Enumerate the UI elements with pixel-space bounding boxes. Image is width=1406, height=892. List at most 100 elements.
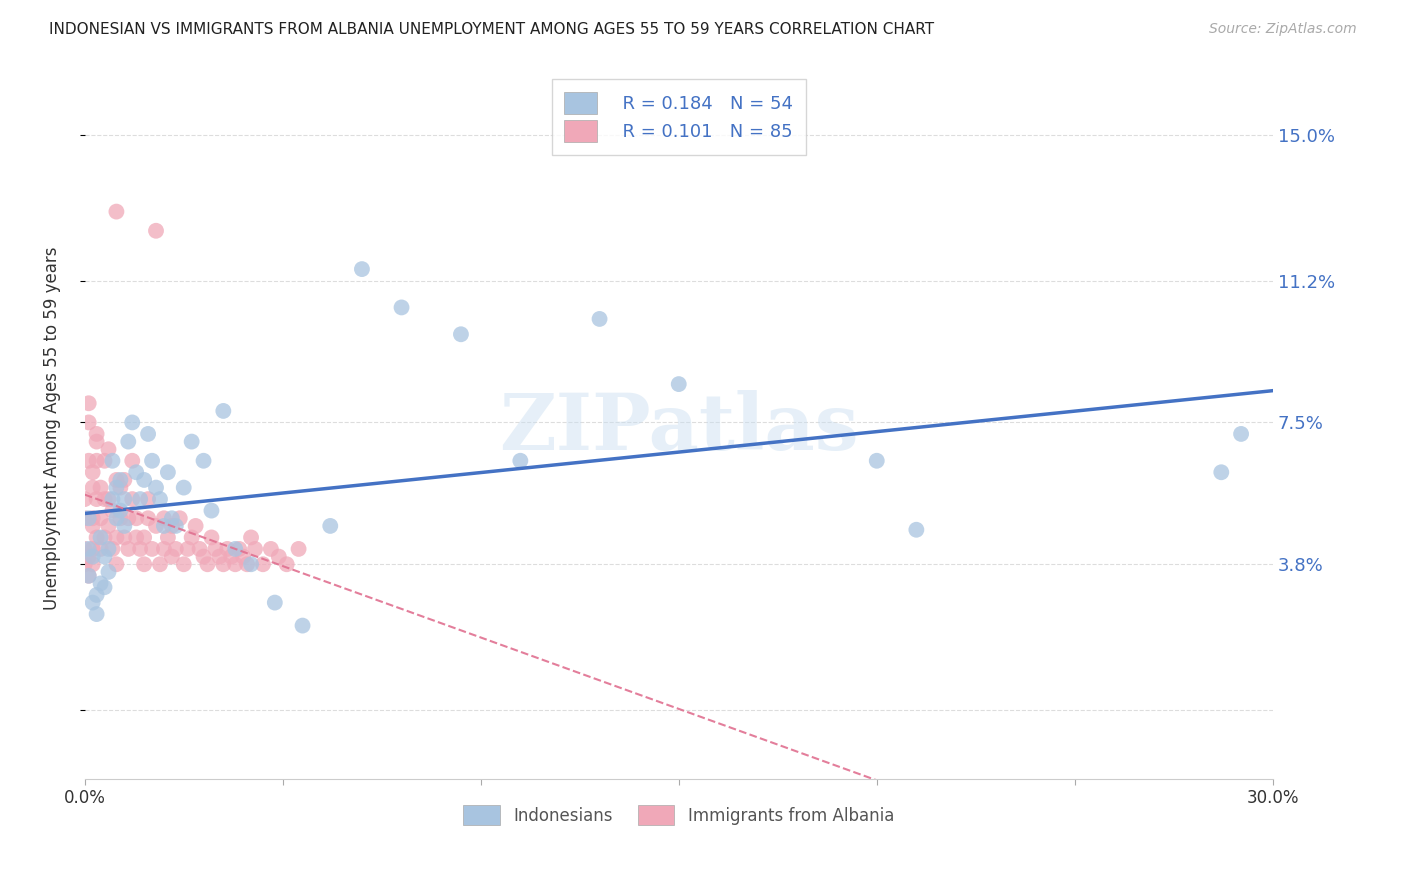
Point [267,549,290,564]
Point [73,492,96,507]
Legend: Indonesians, Immigrants from Albania: Indonesians, Immigrants from Albania [456,797,903,834]
Point [252,558,274,572]
Point [77,396,100,410]
Point [97,565,120,579]
Point [197,558,219,572]
Point [287,541,309,556]
Point [90,541,112,556]
Point [125,465,148,479]
Point [153,511,176,525]
Point [86,454,108,468]
Point [112,473,135,487]
Point [125,511,148,525]
Point [134,473,156,487]
Point [509,454,531,468]
Point [180,530,202,544]
Point [129,492,152,507]
Point [173,558,195,572]
Point [212,404,235,418]
Point [145,519,167,533]
Point [243,541,266,556]
Point [93,549,115,564]
Point [110,503,132,517]
Point [93,530,115,544]
Text: INDONESIAN VS IMMIGRANTS FROM ALBANIA UNEMPLOYMENT AMONG AGES 55 TO 59 YEARS COR: INDONESIAN VS IMMIGRANTS FROM ALBANIA UN… [49,22,935,37]
Point [90,511,112,525]
Point [82,558,104,572]
Point [117,541,139,556]
Point [260,541,283,556]
Point [112,530,135,544]
Point [350,262,373,277]
Point [165,519,187,533]
Point [208,549,231,564]
Point [73,558,96,572]
Point [219,549,242,564]
Point [93,492,115,507]
Point [77,549,100,564]
Point [173,481,195,495]
Point [588,312,610,326]
Point [97,519,120,533]
Point [117,511,139,525]
Point [668,377,690,392]
Point [86,426,108,441]
Point [200,503,222,517]
Point [1230,426,1253,441]
Point [224,541,246,556]
Point [105,558,128,572]
Point [105,481,128,495]
Point [77,454,100,468]
Point [200,530,222,544]
Text: ZIPatlas: ZIPatlas [499,390,859,467]
Point [134,558,156,572]
Point [82,549,104,564]
Point [97,492,120,507]
Point [97,442,120,457]
Point [93,454,115,468]
Point [82,596,104,610]
Point [77,416,100,430]
Point [90,576,112,591]
Point [86,434,108,449]
Point [149,558,172,572]
Point [149,492,172,507]
Point [217,541,239,556]
Point [93,580,115,594]
Point [160,511,183,525]
Point [165,541,187,556]
Point [86,530,108,544]
Point [121,454,143,468]
Point [125,530,148,544]
Point [153,519,176,533]
Point [136,426,159,441]
Point [193,454,215,468]
Point [156,530,179,544]
Point [160,519,183,533]
Point [141,541,163,556]
Point [105,511,128,525]
Point [319,519,342,533]
Point [224,558,246,572]
Point [866,454,889,468]
Point [228,541,250,556]
Point [136,492,159,507]
Text: Source: ZipAtlas.com: Source: ZipAtlas.com [1209,22,1357,37]
Point [82,481,104,495]
Point [450,327,472,342]
Point [77,568,100,582]
Point [204,541,226,556]
Point [86,607,108,621]
Point [105,530,128,544]
Point [112,492,135,507]
Point [105,204,128,219]
Point [110,473,132,487]
Point [112,519,135,533]
Point [121,492,143,507]
Point [134,530,156,544]
Point [121,416,143,430]
Point [391,301,413,315]
Point [101,503,124,517]
Y-axis label: Unemployment Among Ages 55 to 59 years: Unemployment Among Ages 55 to 59 years [44,246,60,610]
Point [1211,465,1233,479]
